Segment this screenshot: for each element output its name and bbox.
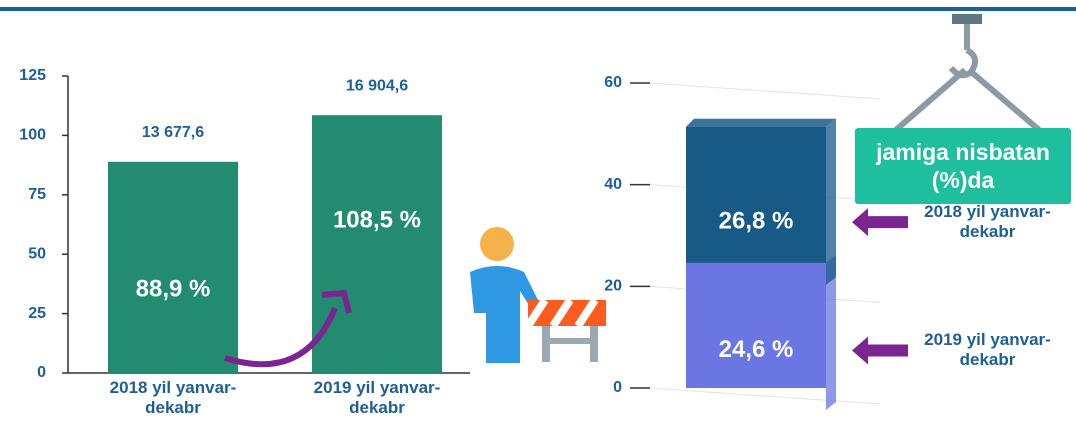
value-label: 108,5 % [333, 206, 421, 233]
bar [108, 162, 238, 373]
grid-line [650, 83, 880, 99]
y-tick-label: 60 [604, 74, 622, 91]
grid-line [650, 388, 880, 404]
value-label: 88,9 % [136, 275, 211, 302]
legend-arrow [852, 208, 908, 236]
worker-icon [470, 227, 606, 363]
bar-segment [686, 127, 826, 263]
annotation: 16 904,6 [346, 77, 408, 94]
legend-entry: 2018 yil yanvar-dekabr [915, 202, 1060, 242]
bar-segment [686, 263, 826, 388]
bar [312, 115, 442, 373]
bar-side [826, 119, 836, 285]
value-label: 26,8 % [719, 207, 794, 234]
legend-arrow [852, 336, 908, 364]
y-tick-label: 50 [28, 245, 46, 262]
bar-top [686, 119, 836, 127]
value-label: 24,6 % [719, 336, 794, 363]
y-tick-label: 125 [19, 67, 46, 84]
y-tick-label: 0 [613, 379, 622, 396]
hook-icon [890, 14, 1045, 135]
annotation: jamiga nisbatan (%)da [855, 128, 1071, 204]
annotation: 13 677,6 [142, 124, 204, 141]
x-tick-label: 2019 yil yanvar-dekabr [297, 378, 457, 418]
infographic: 0 25 50 75 100 125 88,9 % 13 677,6 108,5 % 16 904… [0, 0, 1076, 425]
y-tick-label: 25 [28, 305, 46, 322]
y-tick-label: 20 [604, 278, 622, 295]
y-tick-label: 75 [28, 186, 46, 203]
y-tick-label: 0 [37, 364, 46, 381]
y-tick-label: 40 [604, 176, 622, 193]
x-tick-label: 2018 yil yanvar-dekabr [93, 378, 253, 418]
y-tick-label: 100 [19, 127, 46, 144]
legend-entry: 2019 yil yanvar-dekabr [915, 330, 1060, 370]
